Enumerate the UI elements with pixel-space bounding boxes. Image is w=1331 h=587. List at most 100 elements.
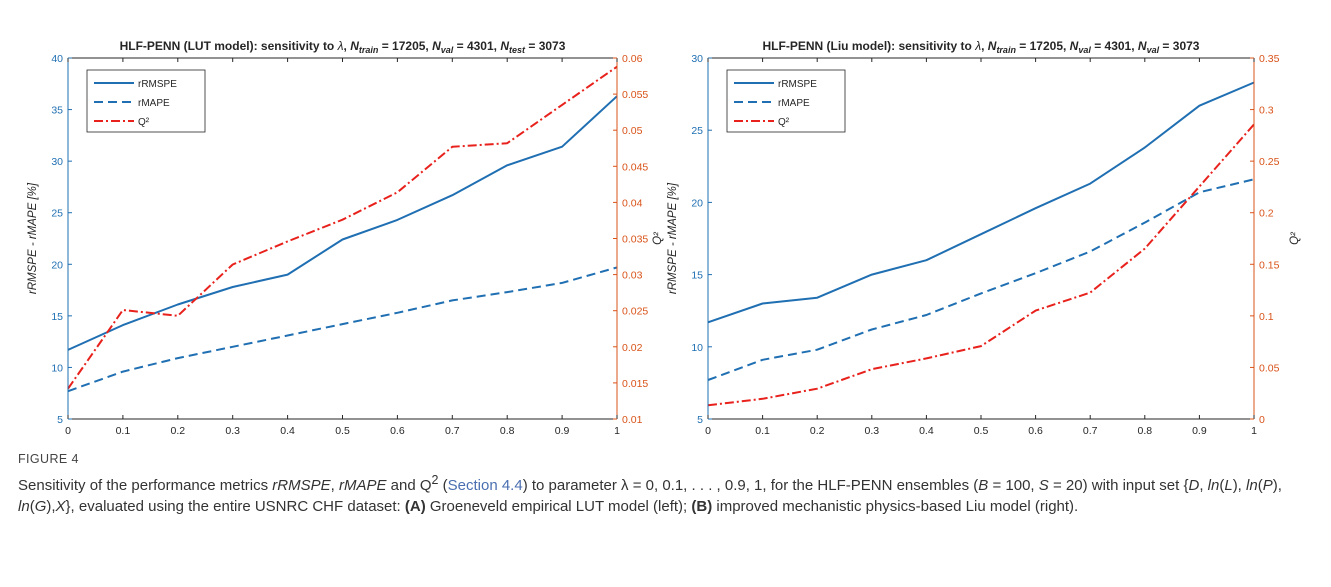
- y-tick-label-left: 10: [691, 342, 703, 354]
- y-tick-label-right: 0.015: [622, 378, 648, 390]
- y-tick-label-right: 0.06: [622, 53, 643, 65]
- caption-part: (: [438, 477, 448, 494]
- caption-part: S: [1038, 477, 1049, 494]
- caption-part: Groeneveld empirical LUT model (left);: [425, 498, 692, 515]
- y-tick-label-right: 0.3: [1259, 105, 1274, 117]
- series-line-dashdot: [707, 123, 1255, 407]
- legend-label: rRMSPE: [138, 79, 177, 90]
- legend-label: Q²: [138, 117, 150, 128]
- series-line-dashed: [707, 178, 1255, 381]
- legend-label: rRMSPE: [778, 79, 817, 90]
- legend-label: rMAPE: [138, 98, 170, 109]
- y-tick-label-right: 0.25: [1259, 156, 1280, 168]
- caption-part: P: [1262, 477, 1273, 494]
- x-tick-label: 1: [1251, 425, 1257, 437]
- caption-part: }, evaluated using the entire USNRC CHF …: [65, 498, 405, 515]
- x-tick-label: 1: [614, 425, 620, 437]
- chart-liu-model: 0 0.1 0.2 0.3 0.4 0.5 0.6 0.7 0.8 0.9 151015202530…: [667, 39, 1301, 437]
- y-tick-label-right: 0.045: [622, 161, 648, 173]
- caption-part: ln: [1246, 477, 1258, 494]
- caption-part: (A): [404, 498, 426, 515]
- caption-part: = 100,: [988, 477, 1039, 494]
- caption-part: B: [978, 477, 989, 494]
- caption-part: improved mechanistic physics-based Liu m…: [712, 498, 1079, 515]
- x-tick-label: 0.8: [1137, 425, 1152, 437]
- figure-caption: FIGURE 4 Sensitivity of the performance …: [18, 452, 1313, 517]
- x-tick-label: 0.2: [810, 425, 825, 437]
- y-tick-label-right: 0.035: [622, 234, 648, 246]
- y-axis-label-left: rRMSPE - rMAPE [%]: [27, 182, 39, 294]
- series-line-dashed: [67, 266, 618, 393]
- y-axis-label-right: Q²: [652, 231, 664, 245]
- caption-part: rMAPE: [338, 477, 387, 494]
- caption-part: L: [1224, 477, 1233, 494]
- y-tick-label-left: 30: [51, 156, 63, 168]
- y-tick-label-right: 0.15: [1259, 259, 1280, 271]
- caption-part: D: [1188, 477, 1200, 494]
- y-tick-label-left: 5: [57, 414, 63, 426]
- caption-part: ) to parameter λ = 0, 0.1, . . . , 0.9, …: [522, 477, 979, 494]
- y-axis-label-left: rRMSPE - rMAPE [%]: [667, 182, 679, 294]
- y-tick-label-left: 25: [691, 125, 703, 137]
- x-tick-label: 0.7: [1083, 425, 1098, 437]
- legend-label: Q²: [778, 117, 790, 128]
- y-tick-label-right: 0.05: [1259, 362, 1280, 374]
- y-tick-label-right: 0.35: [1259, 53, 1280, 65]
- caption-part: ),: [46, 498, 56, 515]
- series-line-solid: [707, 81, 1255, 324]
- caption-part: ),: [1272, 477, 1282, 494]
- caption-part: (B): [691, 498, 713, 515]
- x-tick-label: 0.1: [116, 425, 131, 437]
- y-tick-label-right: 0.01: [622, 414, 643, 426]
- caption-part: (: [29, 498, 35, 515]
- x-tick-label: 0: [65, 425, 71, 437]
- y-tick-label-right: 0.055: [622, 89, 648, 101]
- y-tick-label-right: 0.03: [622, 270, 643, 282]
- y-tick-label-left: 40: [51, 53, 63, 65]
- y-tick-label-right: 0.05: [622, 125, 643, 137]
- y-tick-label-right: 0.02: [622, 342, 643, 354]
- caption-part: 2: [431, 473, 439, 487]
- y-tick-label-left: 20: [691, 197, 703, 209]
- x-tick-label: 0.3: [864, 425, 879, 437]
- y-tick-label-left: 5: [697, 414, 703, 426]
- chart-title: HLF-PENN (LUT model): sensitivity to λ, …: [120, 39, 566, 55]
- chart-title: HLF-PENN (Liu model): sensitivity to λ, …: [763, 39, 1200, 55]
- y-tick-label-right: 0: [1259, 414, 1265, 426]
- y-tick-label-left: 10: [51, 362, 63, 374]
- y-tick-label-right: 0.04: [622, 197, 643, 209]
- caption-part: ),: [1232, 477, 1247, 494]
- x-tick-label: 0: [705, 425, 711, 437]
- y-tick-label-left: 35: [51, 105, 63, 117]
- x-tick-label: 0.9: [555, 425, 570, 437]
- y-tick-label-left: 15: [51, 311, 63, 323]
- y-tick-label-left: 20: [51, 259, 63, 271]
- x-tick-label: 0.9: [1192, 425, 1207, 437]
- caption-part: ,: [1199, 477, 1208, 494]
- chart-lut-model: 0 0.1 0.2 0.3 0.4 0.5 0.6 0.7 0.8 0.9 151015202530…: [27, 39, 664, 437]
- y-tick-label-left: 30: [691, 53, 703, 65]
- y-tick-label-right: 0.1: [1259, 311, 1274, 323]
- legend-label: rMAPE: [778, 98, 810, 109]
- series-line-dashdot: [67, 65, 618, 390]
- x-tick-label: 0.5: [335, 425, 350, 437]
- section-link[interactable]: Section 4.4: [447, 477, 523, 494]
- caption-part: X: [55, 498, 66, 515]
- x-tick-label: 0.1: [755, 425, 770, 437]
- caption-part: (: [1219, 477, 1225, 494]
- y-tick-label-left: 15: [691, 270, 703, 282]
- caption-part: rRMSPE: [272, 477, 331, 494]
- caption-part: ln: [1207, 477, 1220, 494]
- series-line-solid: [67, 95, 618, 351]
- caption-part: and Q: [386, 477, 432, 494]
- y-tick-label-right: 0.025: [622, 306, 648, 318]
- x-tick-label: 0.4: [280, 425, 295, 437]
- caption-part: G: [34, 498, 47, 515]
- x-tick-label: 0.8: [500, 425, 515, 437]
- caption-part: = 20) with input set {: [1048, 477, 1189, 494]
- figure-caption-text: Sensitivity of the performance metrics r…: [18, 470, 1313, 517]
- caption-part: Sensitivity of the performance metrics: [18, 477, 273, 494]
- caption-part: ln: [18, 498, 30, 515]
- figure-label: FIGURE 4: [18, 452, 79, 466]
- x-tick-label: 0.7: [445, 425, 460, 437]
